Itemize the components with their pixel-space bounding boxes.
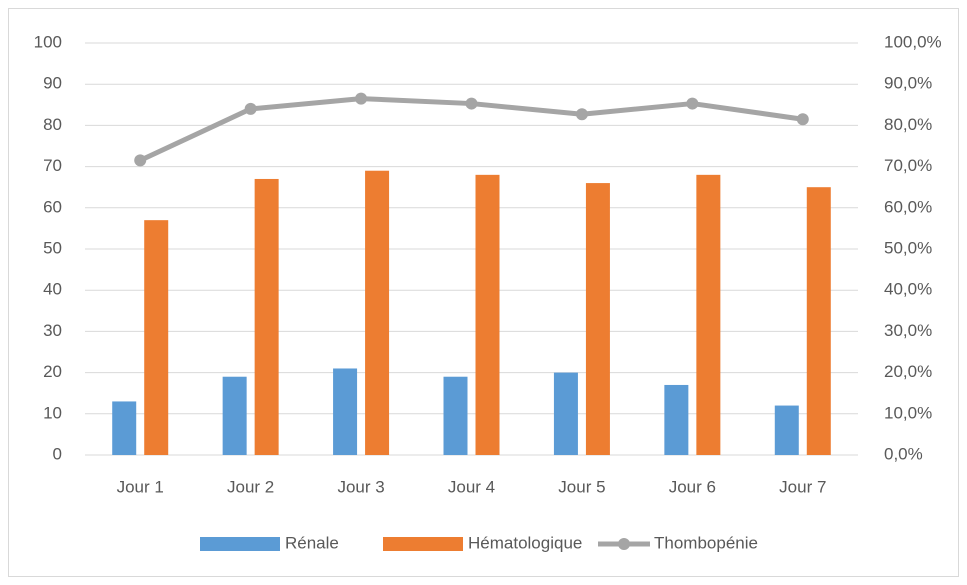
- y-tick-label: 10: [43, 403, 62, 422]
- bar: [365, 170, 390, 455]
- line-marker: [575, 108, 588, 121]
- line-marker: [796, 113, 809, 126]
- y2-tick-label: 50,0%: [884, 238, 932, 257]
- y-tick-label: 80: [43, 115, 62, 134]
- bar: [475, 174, 500, 455]
- line-marker: [686, 97, 699, 110]
- y2-tick-label: 0,0%: [884, 444, 923, 463]
- y2-tick-label: 20,0%: [884, 362, 932, 381]
- y-tick-label: 0: [53, 444, 62, 463]
- bar: [254, 178, 279, 455]
- y-tick-label: 20: [43, 362, 62, 381]
- line-marker: [134, 154, 147, 167]
- legend-label: Thombopénie: [654, 533, 758, 552]
- y2-tick-label: 70,0%: [884, 156, 932, 175]
- y-tick-label: 60: [43, 197, 62, 216]
- line-marker: [355, 92, 368, 105]
- bar: [553, 372, 578, 455]
- line-marker: [244, 102, 257, 115]
- legend-marker: [618, 538, 630, 550]
- x-tick-label: Jour 4: [448, 477, 495, 496]
- x-tick-label: Jour 3: [337, 477, 384, 496]
- y2-tick-label: 100,0%: [884, 32, 942, 51]
- bar: [585, 183, 610, 455]
- legend-label: Hématologique: [468, 533, 582, 552]
- x-tick-label: Jour 2: [227, 477, 274, 496]
- line-marker: [465, 97, 478, 110]
- y2-tick-label: 10,0%: [884, 403, 932, 422]
- y-tick-label: 30: [43, 321, 62, 340]
- bar: [774, 405, 799, 455]
- y-tick-label: 70: [43, 156, 62, 175]
- bar: [806, 187, 831, 455]
- legend-label: Rénale: [285, 533, 339, 552]
- bar: [144, 220, 169, 455]
- y2-tick-label: 60,0%: [884, 197, 932, 216]
- y-tick-label: 90: [43, 74, 62, 93]
- legend-swatch: [200, 537, 280, 551]
- y-tick-label: 50: [43, 238, 62, 257]
- y2-tick-label: 40,0%: [884, 280, 932, 299]
- y-tick-label: 100: [34, 32, 62, 51]
- y2-tick-label: 80,0%: [884, 115, 932, 134]
- y2-tick-label: 90,0%: [884, 74, 932, 93]
- bar: [443, 376, 468, 455]
- x-tick-label: Jour 7: [779, 477, 826, 496]
- x-tick-label: Jour 6: [669, 477, 716, 496]
- x-tick-label: Jour 1: [117, 477, 164, 496]
- bar: [222, 376, 247, 455]
- x-tick-label: Jour 5: [558, 477, 605, 496]
- bar: [333, 368, 358, 455]
- y-tick-label: 40: [43, 280, 62, 299]
- bar: [696, 174, 721, 455]
- legend-swatch: [383, 537, 463, 551]
- y2-tick-label: 30,0%: [884, 321, 932, 340]
- bar: [664, 384, 689, 455]
- bar: [112, 401, 137, 455]
